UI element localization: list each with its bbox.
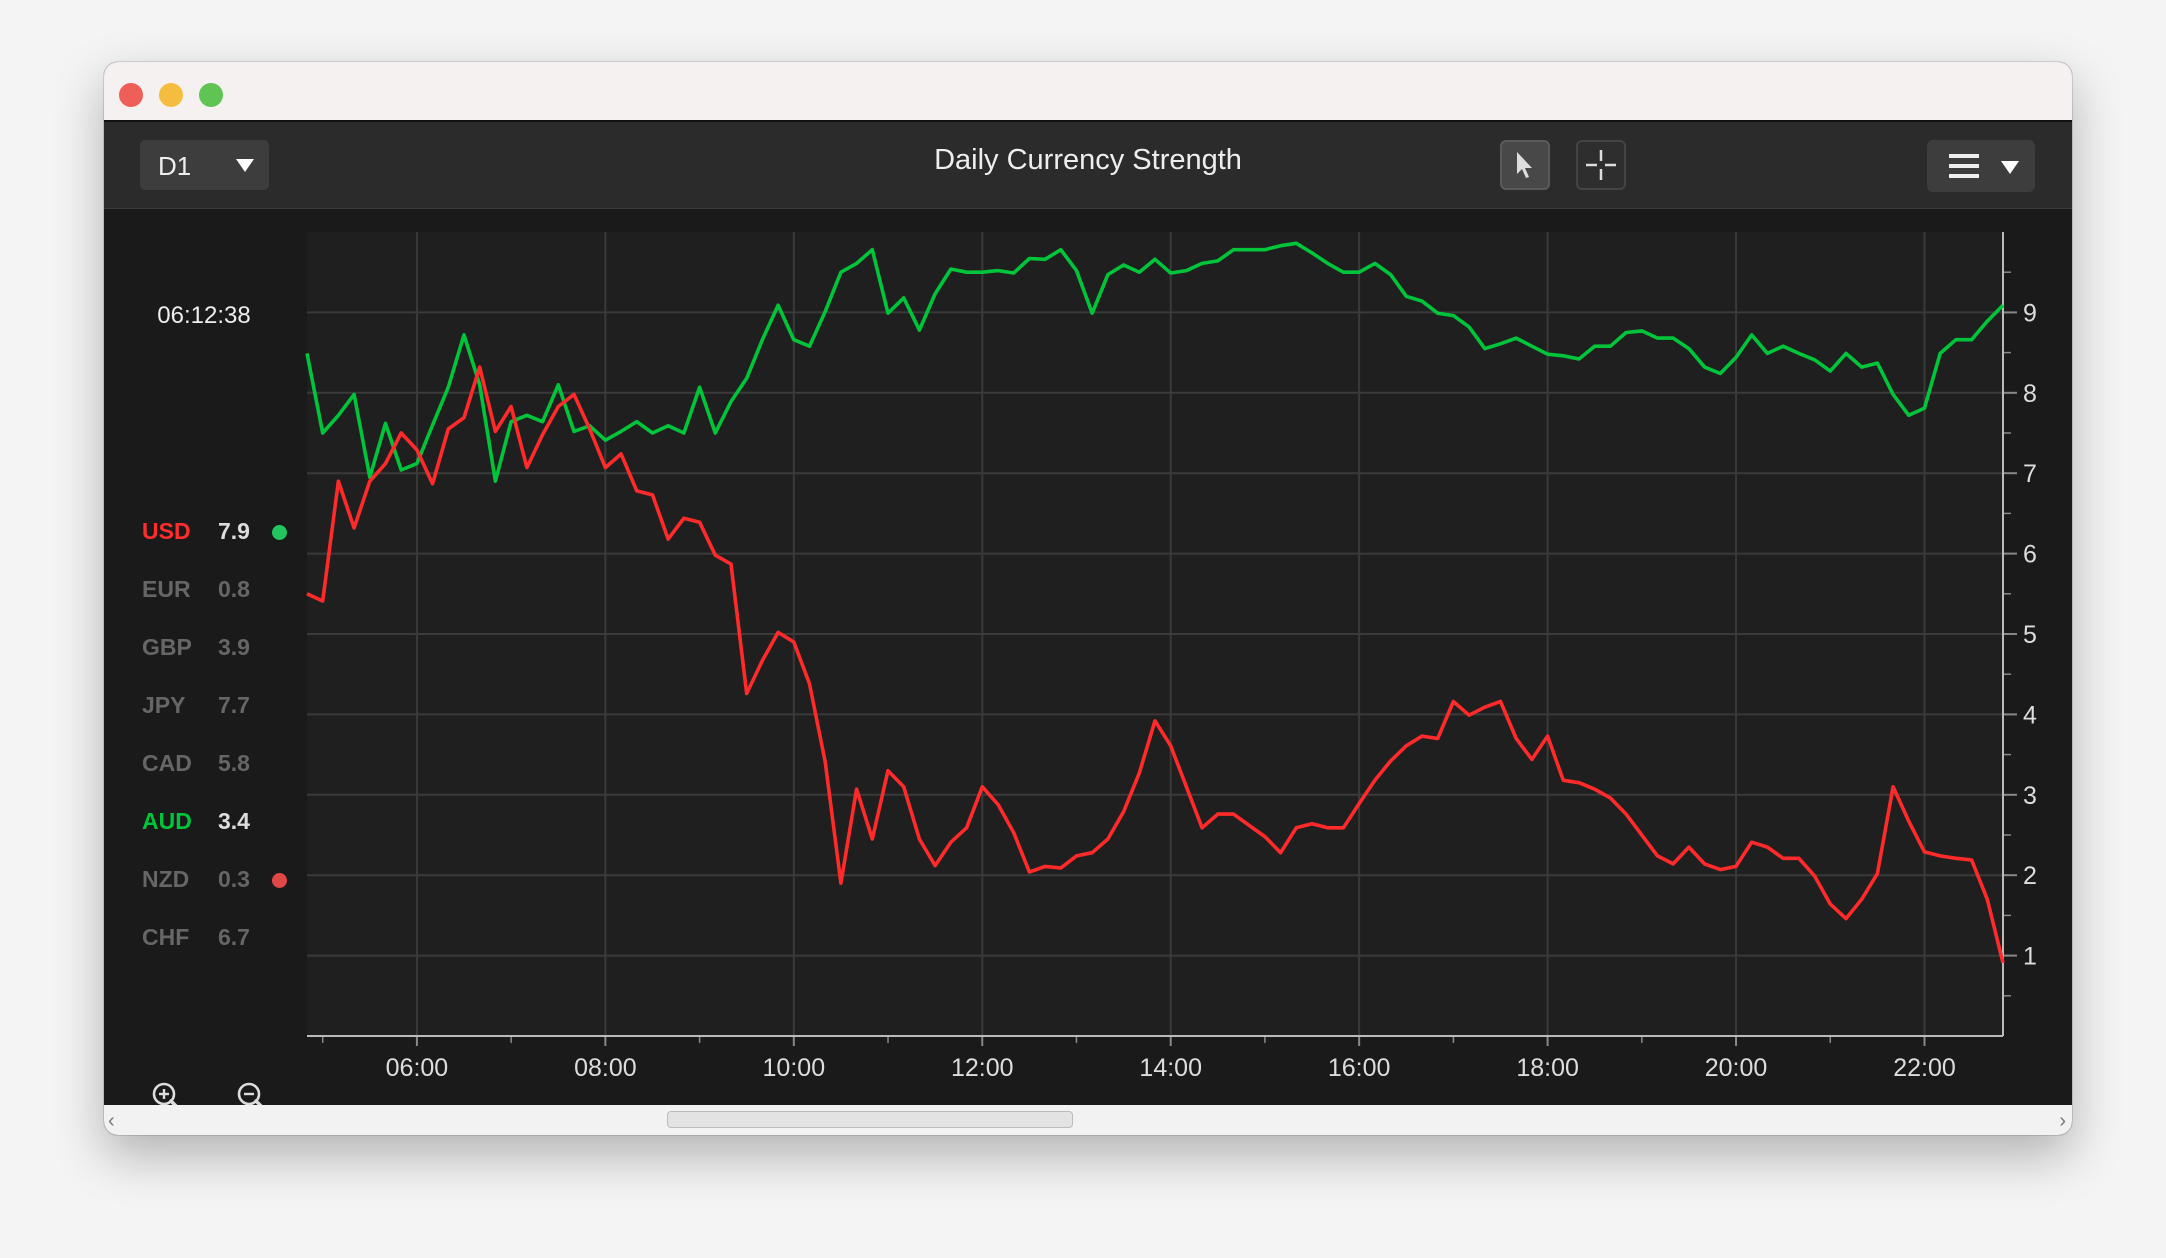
timeframe-dropdown[interactable]: D1 bbox=[140, 140, 269, 190]
crosshair-icon bbox=[1586, 150, 1616, 180]
x-tick-label: 06:00 bbox=[386, 1054, 449, 1082]
maximize-window-button[interactable] bbox=[199, 83, 223, 107]
y-tick-label: 2 bbox=[2023, 862, 2037, 890]
y-tick-label: 1 bbox=[2023, 943, 2037, 971]
x-tick-label: 16:00 bbox=[1328, 1054, 1391, 1082]
y-tick-label: 8 bbox=[2023, 380, 2037, 408]
x-tick-label: 18:00 bbox=[1516, 1054, 1579, 1082]
clock: 06:12:38 bbox=[157, 302, 251, 329]
y-tick-label: 6 bbox=[2023, 541, 2037, 569]
y-tick-label: 5 bbox=[2023, 621, 2037, 649]
status-dot-icon bbox=[272, 873, 287, 888]
pointer-icon bbox=[1517, 152, 1532, 178]
chevron-down-icon bbox=[2001, 161, 2019, 174]
app-window: D1 Daily Currency Strength 06:12:38 USD 7… bbox=[104, 62, 2072, 1135]
x-tick-label: 10:00 bbox=[763, 1054, 826, 1082]
currency-code: GBP bbox=[142, 634, 192, 660]
x-tick-label: 08:00 bbox=[574, 1054, 637, 1082]
hamburger-menu-icon bbox=[1949, 154, 1979, 178]
toolbar: D1 Daily Currency Strength bbox=[104, 122, 2072, 209]
strength-chart[interactable]: 1 2 3 4 5 6 7 8 9 06:00 08:00 10:00 12:00 14:00 16:00 1… bbox=[104, 62, 2072, 1105]
series-line-red bbox=[306, 365, 2005, 964]
currency-code: NZD bbox=[142, 866, 190, 892]
x-tick-label: 22:00 bbox=[1893, 1054, 1956, 1082]
y-tick-label: 7 bbox=[2023, 460, 2037, 488]
pointer-tool-button[interactable] bbox=[1500, 140, 1550, 190]
chart-title: Daily Currency Strength bbox=[934, 144, 1242, 176]
y-tick-label: 9 bbox=[2023, 299, 2037, 327]
chevron-down-icon bbox=[236, 159, 254, 172]
currency-strength-value: 5.8 bbox=[218, 750, 250, 776]
currency-strength-value: 3.9 bbox=[218, 634, 250, 660]
crosshair-tool-button[interactable] bbox=[1576, 140, 1626, 190]
currency-code: CHF bbox=[142, 924, 190, 950]
y-tick-label: 3 bbox=[2023, 782, 2037, 810]
status-dot-icon bbox=[272, 525, 287, 540]
close-window-button[interactable] bbox=[119, 83, 143, 107]
currency-code: AUD bbox=[142, 808, 192, 834]
currency-code: JPY bbox=[142, 692, 186, 718]
scroll-right-icon[interactable]: › bbox=[2059, 1110, 2066, 1132]
scroll-left-icon[interactable]: ‹ bbox=[108, 1110, 115, 1132]
currency-strength-value: 0.8 bbox=[218, 576, 250, 602]
chart-menu-button[interactable] bbox=[1927, 140, 2035, 192]
currency-strength-value: 6.7 bbox=[218, 924, 250, 950]
currency-panel: 06:12:38 USD 7.9 EUR 0.8 GBP 3.9 JPY 7.7 CAD 5.8 A… bbox=[104, 209, 304, 1135]
horizontal-scrollbar[interactable]: ‹ › bbox=[104, 1105, 2072, 1135]
x-tick-label: 20:00 bbox=[1705, 1054, 1768, 1082]
currency-code: EUR bbox=[142, 576, 191, 602]
currency-strength-value: 3.4 bbox=[218, 808, 250, 834]
minimize-window-button[interactable] bbox=[159, 83, 183, 107]
title-bar bbox=[104, 62, 2072, 122]
currency-code: CAD bbox=[142, 750, 192, 776]
x-tick-label: 12:00 bbox=[951, 1054, 1014, 1082]
currency-strength-value: 7.9 bbox=[218, 518, 250, 544]
timeframe-value: D1 bbox=[158, 151, 192, 181]
x-tick-label: 14:00 bbox=[1139, 1054, 1202, 1082]
currency-strength-value: 0.3 bbox=[218, 866, 250, 892]
currency-strength-value: 7.7 bbox=[218, 692, 250, 718]
y-tick-label: 4 bbox=[2023, 701, 2037, 729]
currency-code: USD bbox=[142, 518, 191, 544]
scrollbar-thumb[interactable] bbox=[667, 1111, 1073, 1128]
